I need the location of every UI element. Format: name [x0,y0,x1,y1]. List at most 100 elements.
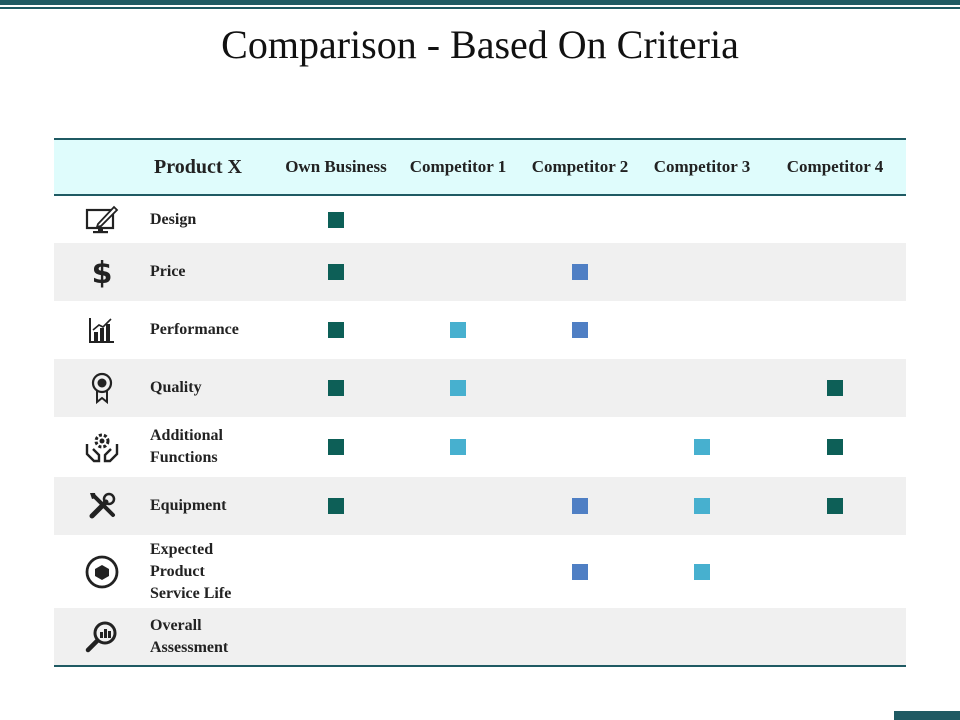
cell-competitor-2 [520,195,640,243]
rating-square-marker [694,498,710,515]
criteria-label-line: Expected [150,540,214,558]
criteria-label-line: Service Life [150,584,232,602]
bar-chart-icon [54,301,150,359]
rating-square-marker [328,380,344,397]
rating-square-marker [572,322,588,339]
criteria-label-line: Assessment [150,638,229,656]
cell-competitor-3 [640,301,764,359]
header-icon-column [54,138,150,196]
cell-competitor-1 [396,417,520,477]
cell-competitor-4 [764,535,906,608]
rating-square-marker [328,264,344,281]
cell-competitor-3 [640,243,764,301]
criteria-label: Additional Functions [150,417,276,477]
rating-square-marker [450,380,466,397]
cell-competitor-1 [396,195,520,243]
rating-square-marker [328,211,344,228]
header-competitor-3: Competitor 3 [640,138,764,196]
cell-competitor-3 [640,477,764,535]
svg-text:$: $ [92,256,113,289]
criteria-label: Equipment [150,497,227,514]
hands-gear-icon [54,417,150,477]
cell-competitor-2 [520,417,640,477]
rating-square-marker [572,264,588,281]
cell-competitor-2 [520,535,640,608]
cycle-box-icon [54,535,150,608]
criteria-label-line: Overall [150,616,202,634]
cell-competitor-3 [640,608,764,667]
cell-competitor-2 [520,243,640,301]
rating-square-marker [572,498,588,515]
monitor-pen-icon [54,195,150,243]
cell-competitor-2 [520,301,640,359]
cell-competitor-3 [640,535,764,608]
header-own-business: Own Business [276,138,396,196]
bottom-accent-bar [894,711,960,720]
table-row: Additional Functions [54,417,906,477]
table-row: Design [54,195,906,243]
dollar-icon: $ [54,243,150,301]
criteria-label: Quality [150,379,202,396]
cell-competitor-4 [764,243,906,301]
criteria-label-line: Product [150,562,205,580]
cell-competitor-1 [396,243,520,301]
cell-competitor-2 [520,359,640,417]
header-product: Product X [150,138,276,196]
table-row: Quality [54,359,906,417]
cell-competitor-4 [764,195,906,243]
table-row: Performance [54,301,906,359]
criteria-label: Overall Assessment [150,608,276,667]
cell-competitor-1 [396,477,520,535]
table-row: Equipment [54,477,906,535]
cell-own-business [276,359,396,417]
rating-square-marker [572,563,588,580]
header-competitor-2: Competitor 2 [520,138,640,196]
header-competitor-4: Competitor 4 [764,138,906,196]
cell-own-business [276,608,396,667]
tools-icon [54,477,150,535]
rating-square-marker [328,322,344,339]
header-row: Product X Own Business Competitor 1 Comp… [54,138,906,196]
cell-own-business [276,301,396,359]
criteria-label-line: Functions [150,449,218,466]
cell-competitor-4 [764,608,906,667]
cell-competitor-3 [640,195,764,243]
cell-competitor-1 [396,359,520,417]
rating-square-marker [328,439,344,456]
criteria-label: Price [150,263,186,280]
criteria-label: Expected Product Service Life [150,535,276,608]
magnifier-chart-icon [54,608,150,667]
cell-competitor-2 [520,477,640,535]
header-product-label: Product X [154,155,242,178]
cell-own-business [276,535,396,608]
top-accent-line [0,7,960,9]
page-title: Comparison - Based On Criteria [221,22,739,67]
cell-own-business [276,243,396,301]
criteria-label: Design [150,210,197,228]
rating-square-marker [450,439,466,456]
header-competitor-1: Competitor 1 [396,138,520,196]
cell-own-business [276,417,396,477]
table-row: Expected Product Service Life [54,535,906,608]
cell-competitor-3 [640,359,764,417]
cell-competitor-4 [764,417,906,477]
cell-competitor-1 [396,535,520,608]
rating-square-marker [328,498,344,515]
cell-competitor-3 [640,417,764,477]
table-row: Overall Assessment [54,608,906,667]
rating-square-marker [694,439,710,456]
cell-own-business [276,477,396,535]
cell-competitor-1 [396,301,520,359]
criteria-label: Performance [150,321,239,338]
award-ribbon-icon [54,359,150,417]
rating-square-marker [827,439,843,456]
cell-competitor-4 [764,301,906,359]
table-row: $ Price [54,243,906,301]
cell-own-business [276,195,396,243]
rating-square-marker [694,563,710,580]
rating-square-marker [827,380,843,397]
cell-competitor-1 [396,608,520,667]
criteria-label-line: Additional [150,427,223,444]
rating-square-marker [450,322,466,339]
cell-competitor-4 [764,477,906,535]
